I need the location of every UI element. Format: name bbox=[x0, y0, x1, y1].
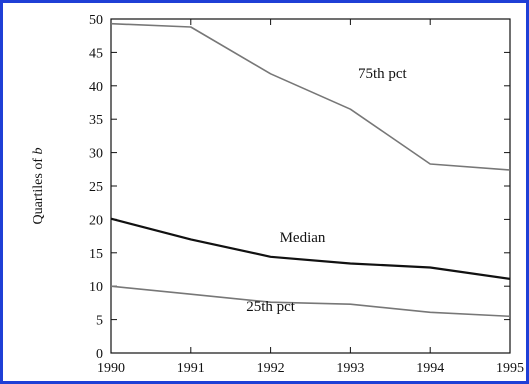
y-axis-label-text: Quartiles of bbox=[31, 155, 46, 225]
x-tick-label: 1993 bbox=[336, 361, 364, 376]
y-axis-label: Quartiles of b bbox=[31, 148, 46, 225]
y-tick-label: 45 bbox=[89, 46, 103, 61]
series-line-25th-pct bbox=[110, 285, 511, 318]
y-axis: 0 5 10 15 20 25 30 35 40 45 50 bbox=[89, 13, 510, 362]
x-axis: 1990 1991 1992 1993 1994 1995 bbox=[97, 19, 524, 376]
series-label: 75th pct bbox=[358, 66, 408, 82]
x-tick-label: 1995 bbox=[496, 361, 524, 376]
x-tick-label: 1992 bbox=[257, 361, 285, 376]
y-tick-label: 15 bbox=[89, 247, 103, 262]
series-label: 25th pct bbox=[246, 299, 296, 315]
y-tick-label: 35 bbox=[89, 113, 103, 128]
y-axis-label-variable: b bbox=[31, 148, 46, 155]
y-tick-label: 5 bbox=[96, 314, 103, 329]
series-line-median bbox=[110, 217, 511, 280]
x-tick-label: 1994 bbox=[416, 361, 444, 376]
y-tick-label: 40 bbox=[89, 80, 103, 95]
series-layer bbox=[110, 22, 511, 318]
series-labels: 75th pct Median 25th pct bbox=[246, 66, 407, 315]
y-tick-label: 10 bbox=[89, 280, 103, 295]
y-tick-label: 50 bbox=[89, 13, 103, 28]
y-tick-label: 20 bbox=[89, 213, 103, 228]
x-tick-label: 1991 bbox=[177, 361, 205, 376]
y-tick-label: 30 bbox=[89, 147, 103, 162]
series-line-75th-pct bbox=[110, 22, 511, 171]
y-tick-label: 0 bbox=[96, 347, 103, 362]
x-tick-label: 1990 bbox=[97, 361, 125, 376]
series-label: Median bbox=[280, 230, 326, 246]
y-tick-label: 25 bbox=[89, 180, 103, 195]
